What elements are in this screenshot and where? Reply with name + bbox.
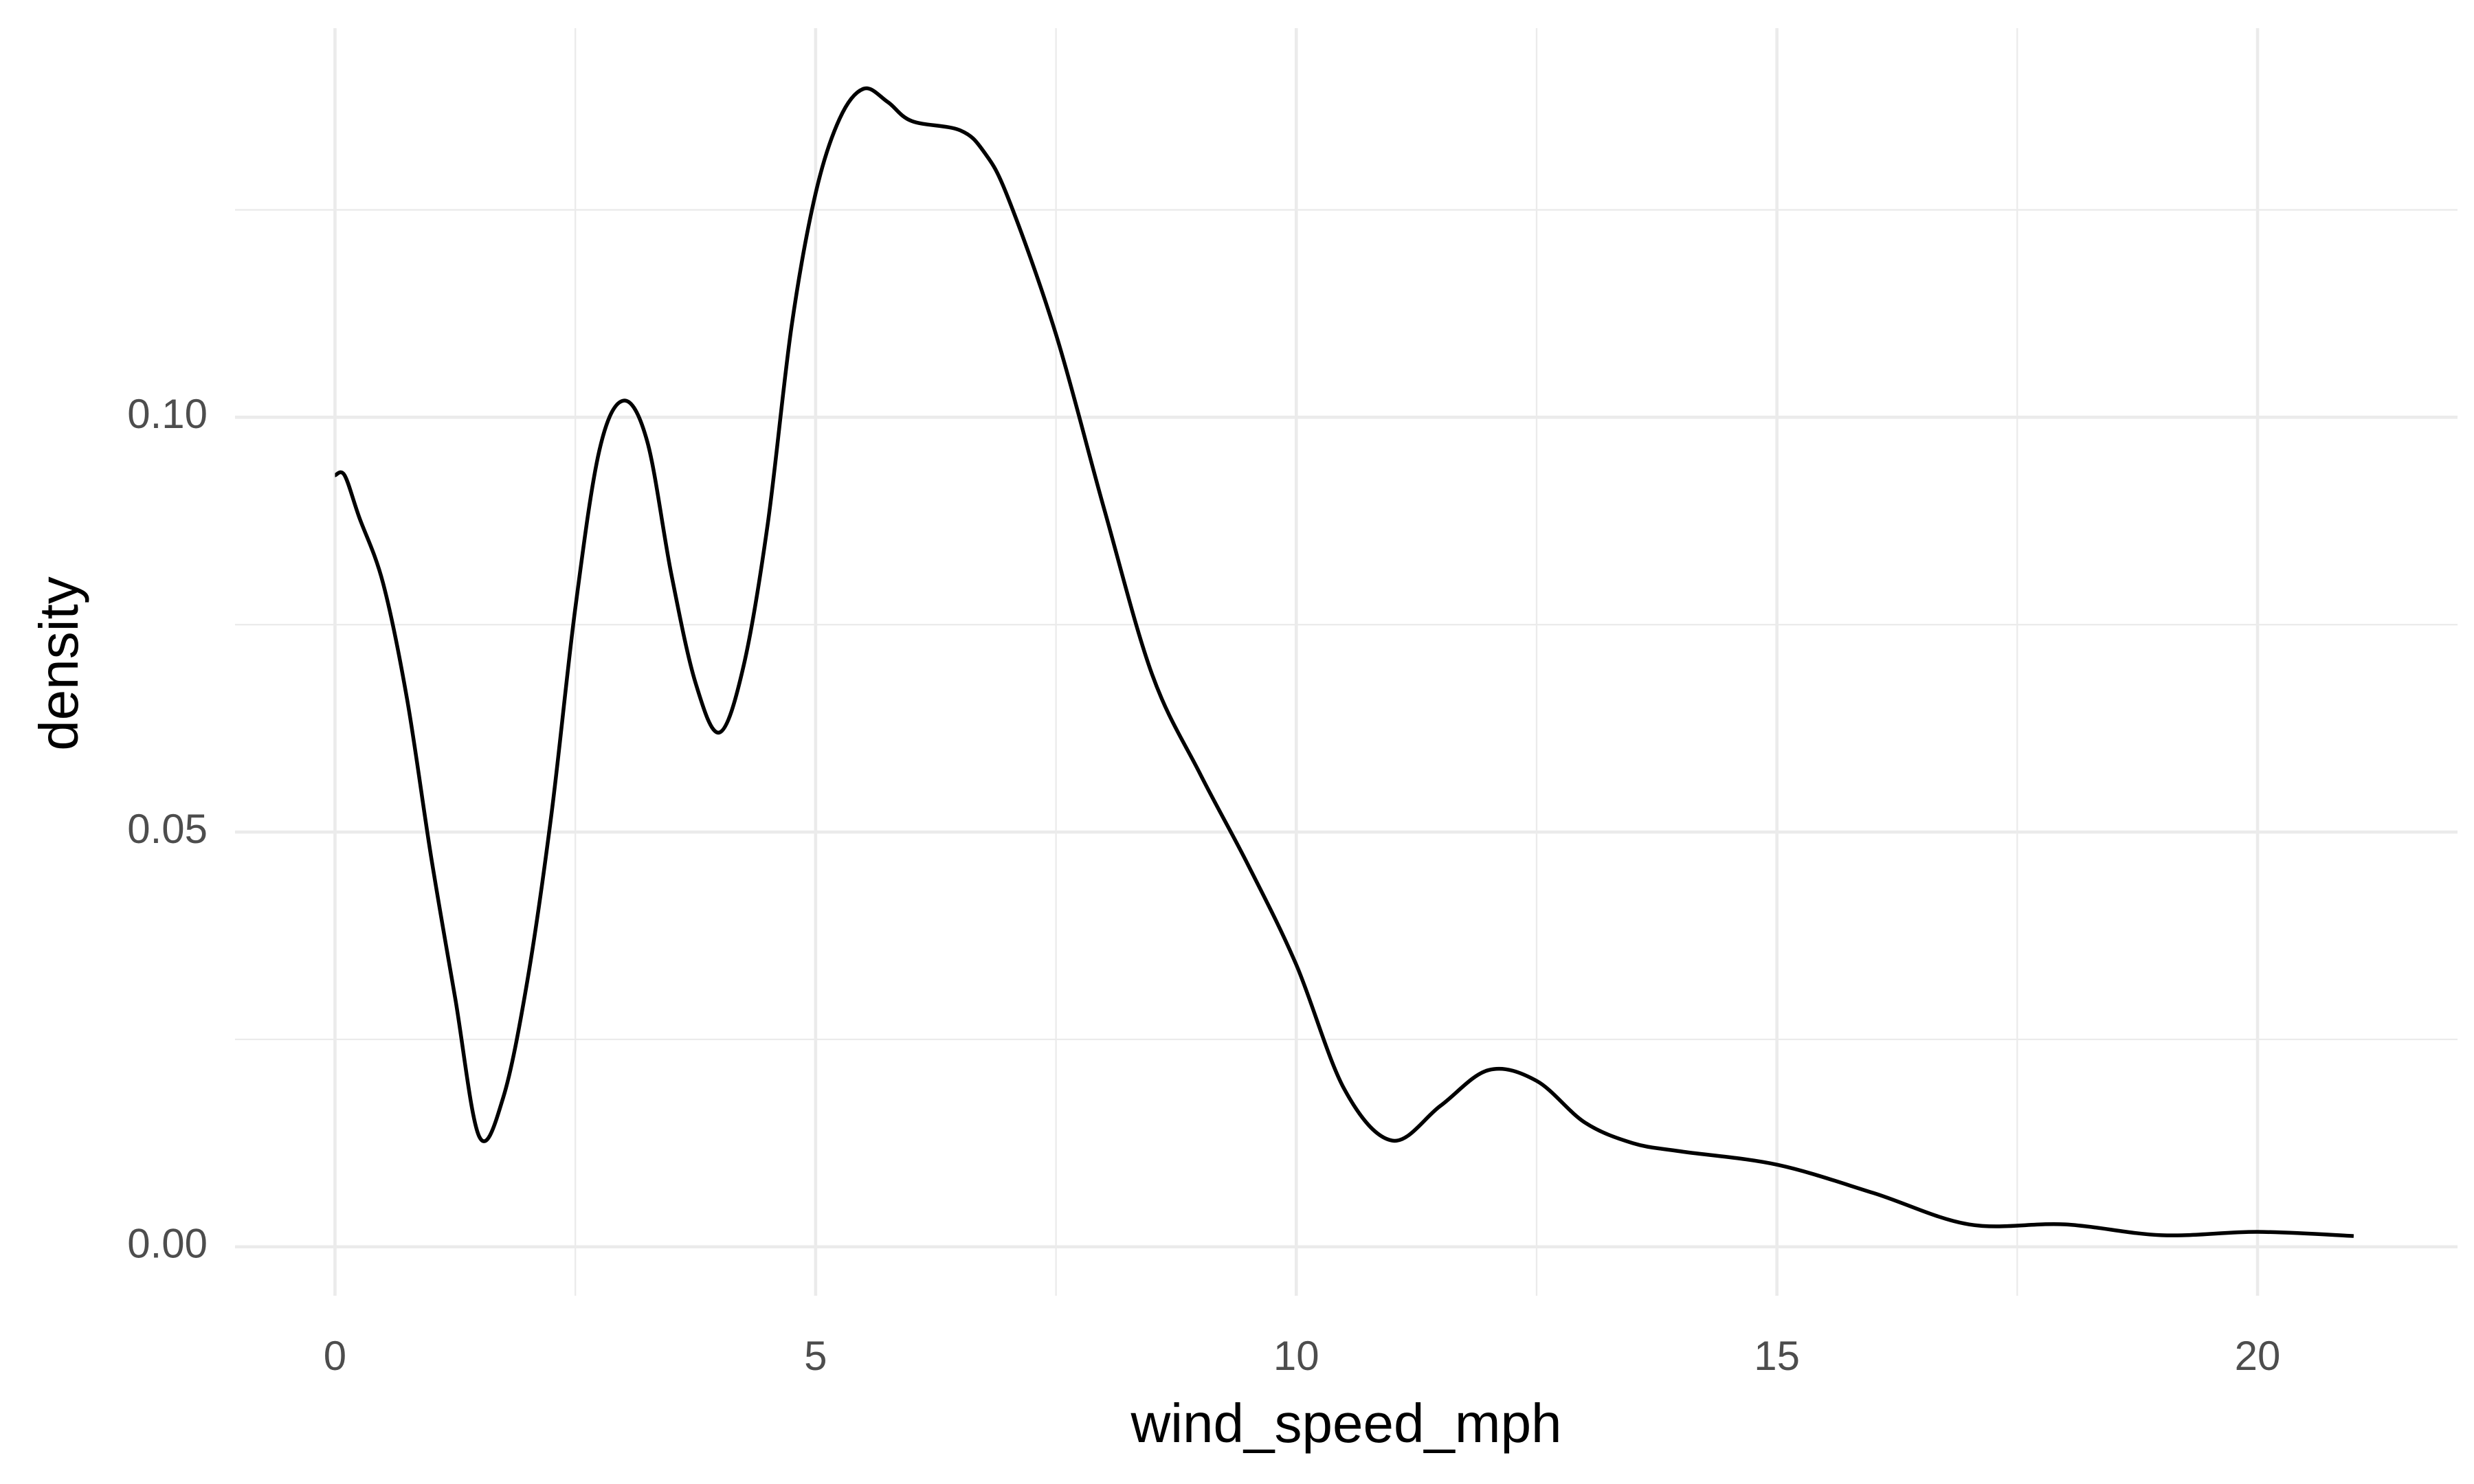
plot-area xyxy=(334,86,2354,1238)
x-tick-label: 5 xyxy=(804,1333,827,1379)
x-tick-label: 10 xyxy=(1273,1333,1319,1379)
y-tick-label: 0.00 xyxy=(127,1221,208,1267)
x-axis-title: wind_speed_mph xyxy=(1130,1393,1561,1454)
y-tick-label: 0.10 xyxy=(127,391,208,437)
x-tick-label: 0 xyxy=(324,1333,346,1379)
y-axis-title: density xyxy=(28,576,89,750)
y-tick-label: 0.05 xyxy=(127,806,208,852)
x-tick-label: 20 xyxy=(2235,1333,2281,1379)
grid xyxy=(235,28,2458,1296)
density-line xyxy=(334,86,2354,1238)
x-tick-label: 15 xyxy=(1754,1333,1800,1379)
